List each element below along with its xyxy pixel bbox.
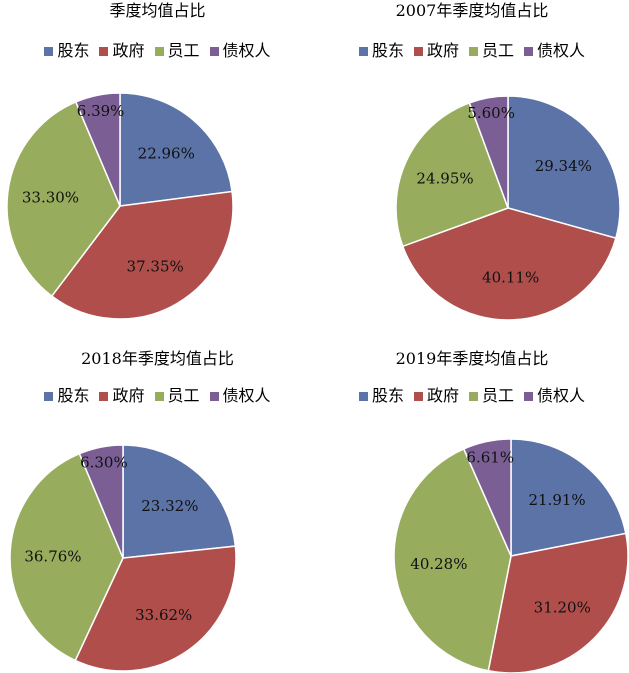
legend: 股东 政府 员工 债权人 [315,386,629,406]
pie-slice [9,452,124,662]
slice-label: 36.76% [24,548,81,566]
pie-slice [6,101,121,298]
legend-swatch [99,391,109,401]
legend-item: 员工 [154,41,200,61]
slice-label: 6.30% [80,454,128,472]
pie-panel-1: 2007年季度均值占比股东 政府 员工 债权人 29.34% 40.11% 24.95% 5.… [315,0,629,336]
slice-label: 31.20% [534,598,591,616]
legend-label: 股东 [371,41,404,60]
pie-slice [507,95,621,240]
legend-label: 债权人 [537,41,586,60]
legend-swatch [154,391,164,401]
slice-label: 40.28% [410,555,467,573]
pie-slice [119,92,233,207]
legend-swatch [209,46,219,56]
legend-swatch [524,391,534,401]
slice-label: 29.34% [535,157,592,175]
slice-label: 5.60% [467,104,515,122]
pie-slice [74,92,121,207]
legend-label: 债权人 [537,386,586,405]
chart-title: 2018年季度均值占比 [81,349,234,368]
legend-swatch [99,46,109,56]
slice-label: 40.11% [482,268,539,286]
chart-title: 2007年季度均值占比 [395,1,549,20]
pie-slice [401,207,617,321]
legend-label: 债权人 [222,41,271,60]
pie-chart: 29.34% 40.11% 24.95% 5.60% [395,95,621,321]
legend-label: 股东 [57,386,90,405]
legend-item: 股东 [358,386,404,406]
legend-item: 债权人 [524,386,585,406]
legend-item: 股东 [44,386,89,406]
slice-label: 33.62% [135,606,192,624]
legend-label: 员工 [167,386,200,405]
pie-slice [78,444,124,559]
slice-label: 6.39% [77,102,125,120]
legend-item: 债权人 [209,386,271,406]
slice-label: 22.96% [138,144,195,162]
legend-item: 股东 [358,41,404,61]
pie-panel-3: 2019年季度均值占比股东 政府 员工 债权人 21.91% 31.20% 40.28% 6.… [315,336,629,673]
slice-label: 37.35% [127,258,184,276]
legend-item: 政府 [99,41,145,61]
slice-label: 23.32% [141,497,198,515]
legend-item: 政府 [99,386,145,406]
legend-label: 政府 [426,386,459,405]
legend-swatch [469,391,478,401]
legend-item: 政府 [413,41,459,61]
legend-item: 员工 [469,386,514,406]
legend-label: 政府 [426,41,459,60]
legend-label: 员工 [482,41,515,60]
legend-swatch [44,391,54,401]
legend-label: 债权人 [222,386,271,405]
slice-label: 6.61% [466,449,514,467]
pie-chart: 21.91% 31.20% 40.28% 6.61% [393,438,629,673]
pie-chart: 22.96% 37.35% 33.30% 6.39% [6,92,234,320]
pie-slice [468,95,509,209]
legend-label: 政府 [112,41,145,60]
legend-label: 员工 [482,386,515,405]
slice-label: 24.95% [416,170,473,188]
legend-item: 政府 [413,386,459,406]
legend-swatch [358,391,368,401]
legend-item: 债权人 [209,41,271,61]
legend-item: 员工 [154,386,200,406]
pie-slice [50,190,234,320]
legend-swatch [358,46,368,56]
legend-swatch [413,46,423,56]
legend-swatch [209,391,219,401]
legend-item: 股东 [44,41,89,61]
legend-label: 股东 [371,386,404,405]
legend-label: 员工 [167,41,200,60]
legend-swatch [524,46,534,56]
legend-item: 员工 [469,41,514,61]
slice-label: 21.91% [528,491,585,509]
chart-title: 2019年季度均值占比 [395,349,549,368]
legend: 股东 政府 员工 债权人 [315,41,629,61]
slice-label: 33.30% [22,188,79,206]
legend-label: 股东 [57,41,90,60]
pie-panel-2: 2018年季度均值占比股东 政府 员工 债权人 23.32% 33.62% 36.76% 6.… [0,336,315,673]
legend-item: 债权人 [524,41,585,61]
chart-title: 季度均值占比 [109,1,206,20]
legend-label: 政府 [112,386,145,405]
pie-slice [510,438,627,557]
legend-swatch [44,46,54,56]
legend: 股东 政府 员工 债权人 [0,41,315,61]
legend-swatch [469,46,478,56]
legend-swatch [413,391,423,401]
pie-slice [393,447,512,672]
legend-swatch [154,46,164,56]
pie-slice [74,545,237,672]
pie-slice [395,101,509,248]
legend: 股东 政府 员工 债权人 [0,386,315,406]
pie-slice [462,438,512,557]
pie-chart: 23.32% 33.62% 36.76% 6.30% [9,444,237,672]
pie-panel-0: 季度均值占比股东 政府 员工 债权人 22.96% 37.35% 33.30% 6.39% [0,0,315,336]
pie-slice [122,444,237,559]
